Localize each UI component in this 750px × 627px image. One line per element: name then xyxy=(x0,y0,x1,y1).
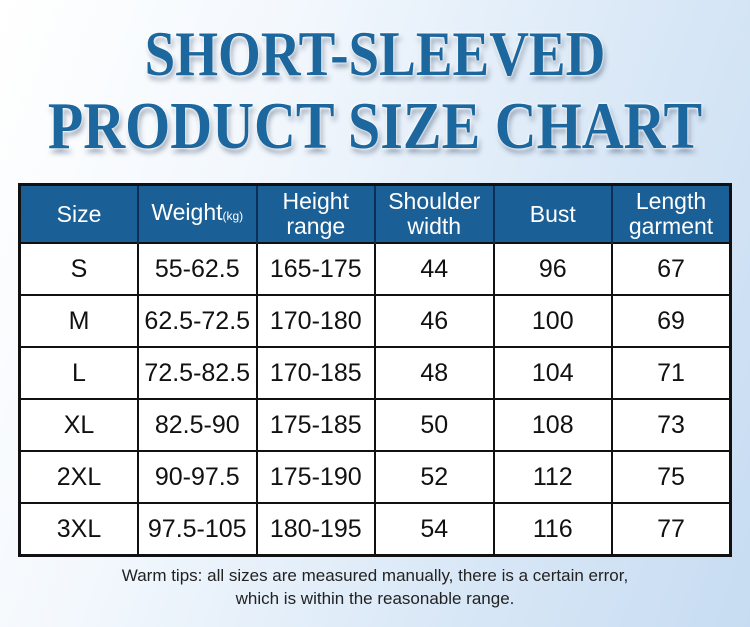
cell-height: 170-185 xyxy=(255,346,376,400)
cell-bust: 112 xyxy=(492,450,613,504)
cell-bust: 116 xyxy=(492,502,613,557)
cell-bust: 100 xyxy=(492,294,613,348)
cell-size: L xyxy=(18,346,139,400)
table-row: M 62.5-72.5 170-180 46 100 69 xyxy=(18,294,732,348)
cell-shoulder: 54 xyxy=(374,502,495,557)
cell-length: 71 xyxy=(611,346,732,400)
header-height: Height range xyxy=(256,184,376,243)
cell-height: 165-175 xyxy=(255,242,376,296)
header-row: Size Weight(kg) Height range Shoulder wi… xyxy=(19,184,731,243)
cell-size: M xyxy=(18,294,139,348)
title-line-2: PRODUCT SIZE CHART xyxy=(47,88,703,163)
tips-line-2: which is within the reasonable range. xyxy=(235,589,515,608)
header-weight: Weight(kg) xyxy=(138,184,258,243)
title-line-1: SHORT-SLEEVED xyxy=(144,18,606,89)
size-chart-table: Size Weight(kg) Height range Shoulder wi… xyxy=(18,183,732,557)
cell-weight: 97.5-105 xyxy=(137,502,258,557)
cell-shoulder: 52 xyxy=(374,450,495,504)
header-bust: Bust xyxy=(493,184,613,243)
cell-size: S xyxy=(18,242,139,296)
cell-height: 180-195 xyxy=(255,502,376,557)
table-row: 2XL 90-97.5 175-190 52 112 75 xyxy=(18,450,732,504)
table-row: 3XL 97.5-105 180-195 54 116 77 xyxy=(18,502,732,557)
cell-height: 175-185 xyxy=(255,398,376,452)
cell-bust: 108 xyxy=(492,398,613,452)
tips-line-1: Warm tips: all sizes are measured manual… xyxy=(121,566,629,585)
cell-length: 69 xyxy=(611,294,732,348)
cell-shoulder: 44 xyxy=(374,242,495,296)
header-size: Size xyxy=(19,184,139,243)
cell-length: 77 xyxy=(611,502,732,557)
cell-height: 170-180 xyxy=(255,294,376,348)
table-row: S 55-62.5 165-175 44 96 67 xyxy=(18,242,732,296)
cell-shoulder: 50 xyxy=(374,398,495,452)
cell-weight: 82.5-90 xyxy=(137,398,258,452)
table-row: L 72.5-82.5 170-185 48 104 71 xyxy=(18,346,732,400)
cell-bust: 96 xyxy=(492,242,613,296)
header-shoulder: Shoulder width xyxy=(375,184,495,243)
cell-weight: 55-62.5 xyxy=(137,242,258,296)
cell-size: 3XL xyxy=(18,502,139,557)
cell-size: 2XL xyxy=(18,450,139,504)
warm-tips: Warm tips: all sizes are measured manual… xyxy=(0,564,750,610)
header-weight-label: Weight xyxy=(151,198,223,225)
cell-length: 73 xyxy=(611,398,732,452)
cell-size: XL xyxy=(18,398,139,452)
cell-shoulder: 46 xyxy=(374,294,495,348)
cell-length: 67 xyxy=(611,242,732,296)
cell-weight: 90-97.5 xyxy=(137,450,258,504)
cell-weight: 72.5-82.5 xyxy=(137,346,258,400)
cell-shoulder: 48 xyxy=(374,346,495,400)
cell-height: 175-190 xyxy=(255,450,376,504)
cell-weight: 62.5-72.5 xyxy=(137,294,258,348)
header-length: Length garment xyxy=(612,184,731,243)
table-row: XL 82.5-90 175-185 50 108 73 xyxy=(18,398,732,452)
cell-length: 75 xyxy=(611,450,732,504)
header-weight-unit: (kg) xyxy=(222,208,244,223)
cell-bust: 104 xyxy=(492,346,613,400)
